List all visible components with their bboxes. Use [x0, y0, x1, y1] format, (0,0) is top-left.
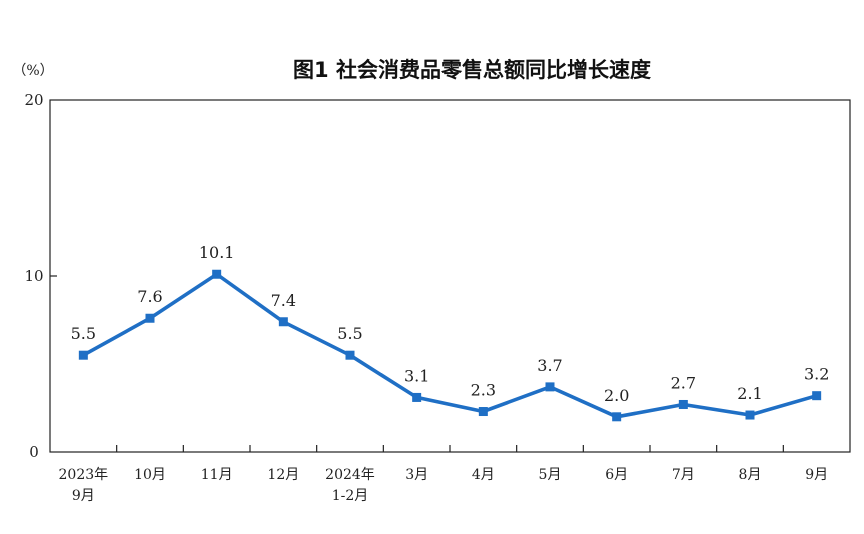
- data-label-0: 5.5: [71, 324, 96, 343]
- data-point-8: [612, 412, 622, 422]
- x-tick-label-5-0: 3月: [405, 467, 428, 483]
- data-label-9: 2.7: [671, 373, 696, 392]
- y-tick-label-1: 10: [24, 267, 43, 285]
- x-tick-label-7-0: 5月: [539, 467, 562, 483]
- x-tick-label-3-0: 12月: [267, 467, 299, 483]
- data-label-4: 5.5: [337, 324, 362, 343]
- data-label-5: 3.1: [404, 366, 429, 385]
- series-line-group: [78, 269, 822, 422]
- data-labels: 5.5 7.6 10.1 7.4 5.5 3.1 2.3 3.7 2.0 2.7 2.1 3.2: [71, 243, 830, 405]
- data-label-1: 7.6: [137, 287, 162, 306]
- x-tick-label-9-0: 7月: [672, 467, 695, 483]
- plot-area-border: [49, 99, 851, 453]
- data-point-6: [478, 407, 488, 417]
- data-point-2: [212, 269, 222, 279]
- x-tick-label-10-0: 8月: [739, 467, 762, 483]
- x-tick-label-4-1: 1-2月: [332, 488, 369, 504]
- data-label-10: 2.1: [737, 384, 762, 403]
- y-tick-label-2: 20: [24, 91, 43, 109]
- data-label-6: 2.3: [471, 381, 496, 400]
- data-point-0: [78, 350, 88, 360]
- x-tick-label-6-0: 4月: [472, 467, 495, 483]
- series-line: [82, 272, 818, 419]
- x-tick-label-2-0: 11月: [201, 467, 233, 483]
- data-point-5: [412, 392, 422, 402]
- y-axis-unit-label: （%）: [12, 63, 53, 79]
- chart-title: 图1 社会消费品零售总额同比增长速度: [293, 58, 651, 82]
- x-tick-label-0-0: 2023年: [59, 467, 109, 483]
- x-axis: 2023年 9月 10月 11月 12月 2024年 1-2月 3月 4月 5月 6月 7月 8月 9月: [59, 445, 828, 504]
- data-point-9: [678, 399, 688, 409]
- data-label-2: 10.1: [199, 243, 235, 262]
- data-point-7: [545, 382, 555, 392]
- data-point-1: [145, 313, 155, 323]
- x-tick-label-4-0: 2024年: [325, 467, 375, 483]
- data-label-8: 2.0: [604, 386, 629, 405]
- data-point-4: [345, 350, 355, 360]
- data-label-7: 3.7: [537, 356, 562, 375]
- x-tick-label-11-0: 9月: [805, 467, 828, 483]
- data-point-11: [812, 391, 822, 401]
- data-label-11: 3.2: [804, 365, 829, 384]
- x-tick-label-8-0: 6月: [605, 467, 628, 483]
- data-label-3: 7.4: [271, 291, 296, 310]
- y-tick-label-0: 0: [29, 443, 39, 461]
- y-axis: 0 10 20: [24, 91, 57, 461]
- x-tick-label-1-0: 10月: [134, 467, 166, 483]
- data-point-10: [745, 410, 755, 420]
- x-tick-label-0-1: 9月: [72, 488, 95, 504]
- data-point-3: [278, 317, 288, 327]
